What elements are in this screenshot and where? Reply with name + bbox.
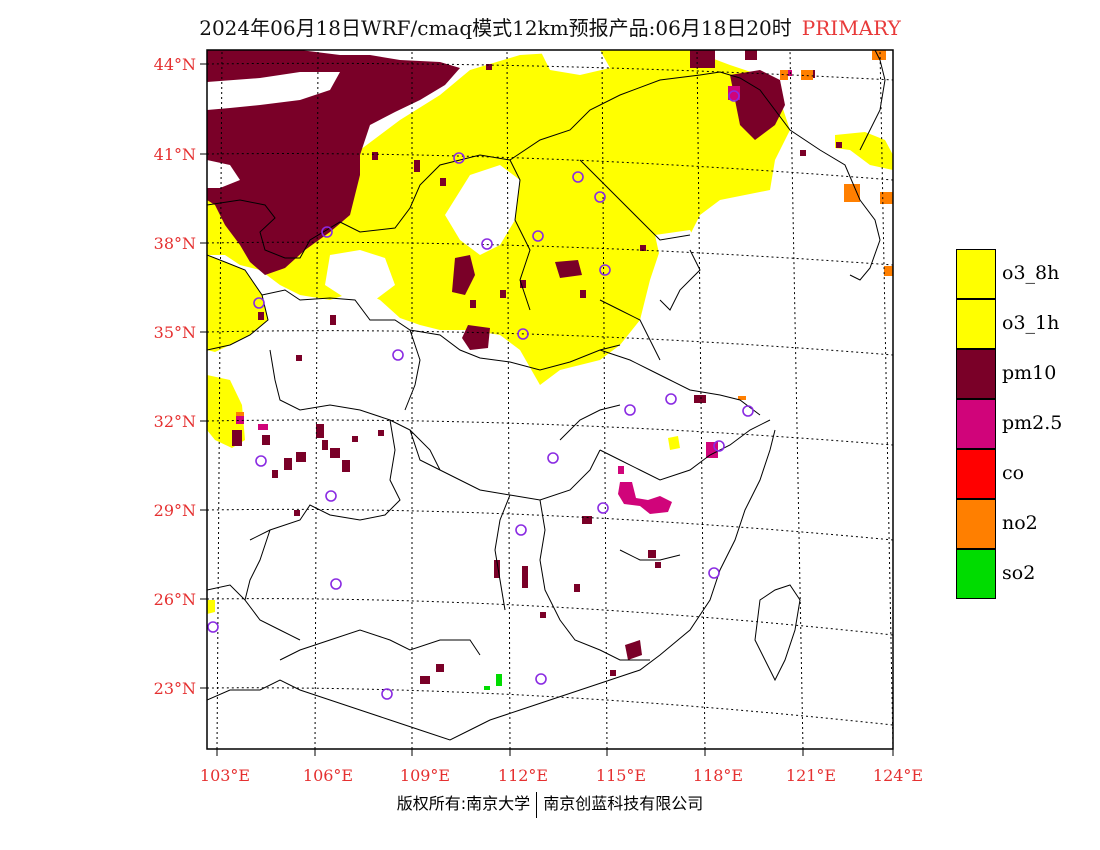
graticule [207,50,893,749]
legend-label: co [1002,462,1025,484]
legend-item-o3-1h: o3_1h [956,299,1096,349]
lon-label-118: 118°E [693,766,743,785]
lat-ticks [200,63,207,689]
pm25-exceedance-area [236,70,792,514]
lon-label-121: 121°E [786,766,836,785]
legend-swatch [956,399,996,449]
legend-label: so2 [1002,562,1036,584]
lat-label-41: 41°N [154,145,196,164]
legend-item-co: co [956,449,1096,499]
pollutant-legend: o3_8h o3_1h pm10 pm2.5 co no2 so2 [956,249,1096,599]
lat-labels: 44°N 41°N 38°N 35°N 32°N 29°N 26°N 23°N [154,55,196,698]
lon-label-103: 103°E [200,766,250,785]
title-pollutant-tag: PRIMARY [801,16,901,40]
legend-label: pm10 [1002,362,1057,384]
lon-label-112: 112°E [498,766,548,785]
legend-item-o3-8h: o3_8h [956,249,1096,299]
pm10-gap [207,72,340,188]
title-main: 2024年06月18日WRF/cmaq模式12km预报产品:06月18日20时 [199,16,792,40]
lat-label-23: 23°N [154,679,196,698]
footer-divider [536,791,538,818]
so2-exceedance-area [484,674,502,690]
legend-item-pm10: pm10 [956,349,1096,399]
lat-label-44: 44°N [154,55,196,74]
legend-label: pm2.5 [1002,412,1063,434]
lat-label-29: 29°N [154,501,196,520]
legend-swatch [956,499,996,549]
lat-label-26: 26°N [154,590,196,609]
legend-swatch [956,349,996,399]
legend-item-so2: so2 [956,549,1096,599]
legend-label: o3_1h [1002,312,1060,334]
lon-ticks [216,749,894,756]
map-frame [206,49,894,750]
lat-label-35: 35°N [154,323,196,342]
lon-label-115: 115°E [596,766,646,785]
lon-label-106: 106°E [303,766,353,785]
province-borders [207,50,886,741]
legend-label: o3_8h [1002,262,1060,284]
legend-swatch [956,549,996,599]
lon-label-109: 109°E [400,766,450,785]
lat-label-32: 32°N [154,412,196,431]
copyright-footer: 版权所有:南京大学 南京创蓝科技有限公司 [0,790,1100,818]
lon-label-124: 124°E [873,766,923,785]
map-title: 2024年06月18日WRF/cmaq模式12km预报产品:06月18日20时 P… [0,12,1100,41]
legend-item-no2: no2 [956,499,1096,549]
legend-swatch [956,249,996,299]
legend-swatch [956,449,996,499]
clean-air-gaps [325,50,700,300]
legend-label: no2 [1002,512,1038,534]
no2-exceedance-area [236,50,893,416]
legend-item-pm25: pm2.5 [956,399,1096,449]
pm10-exceedance-area [207,50,785,660]
copyright-left: 版权所有:南京大学 [396,794,531,813]
lat-label-38: 38°N [154,234,196,253]
lon-labels: 103°E 106°E 109°E 112°E 115°E 118°E 121°… [200,766,923,785]
legend-swatch [956,299,996,349]
monitoring-sites [207,90,754,700]
copyright-right: 南京创蓝科技有限公司 [543,794,704,813]
map-body [207,50,893,749]
